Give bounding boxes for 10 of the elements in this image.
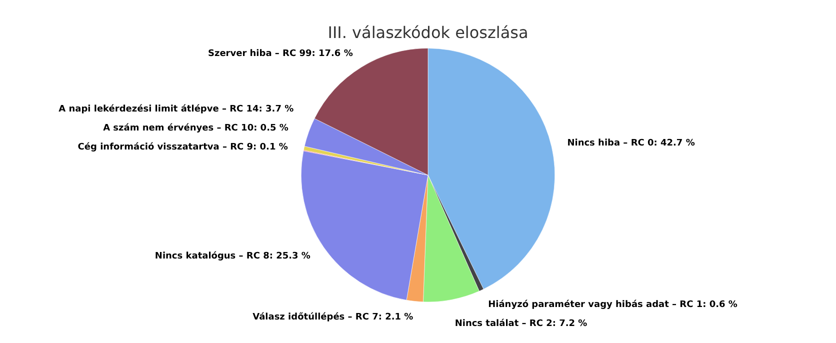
- slice-label: A napi lekérdezési limit átlépve – RC 14: 3.7 %: [58, 104, 294, 115]
- slice-label: Válasz időtúllépés – RC 7: 2.1 %: [252, 312, 414, 323]
- slice-label: Nincs találat – RC 2: 7.2 %: [454, 318, 588, 330]
- chart-title: III. válaszkódok eloszlása: [328, 22, 528, 42]
- slice-label: Cég információ visszatartva – RC 9: 0.1 %: [78, 142, 288, 153]
- slice-label: Szerver hiba – RC 99: 17.6 %: [208, 48, 353, 59]
- slice-label: Nincs katalógus – RC 8: 25.3 %: [154, 250, 310, 262]
- slice-label: A szám nem érvényes – RC 10: 0.5 %: [103, 122, 288, 134]
- slice-label: Hiányzó paraméter vagy hibás adat – RC 1: 0.6 %: [488, 299, 738, 310]
- slice-label: Nincs hiba – RC 0: 42.7 %: [567, 138, 695, 148]
